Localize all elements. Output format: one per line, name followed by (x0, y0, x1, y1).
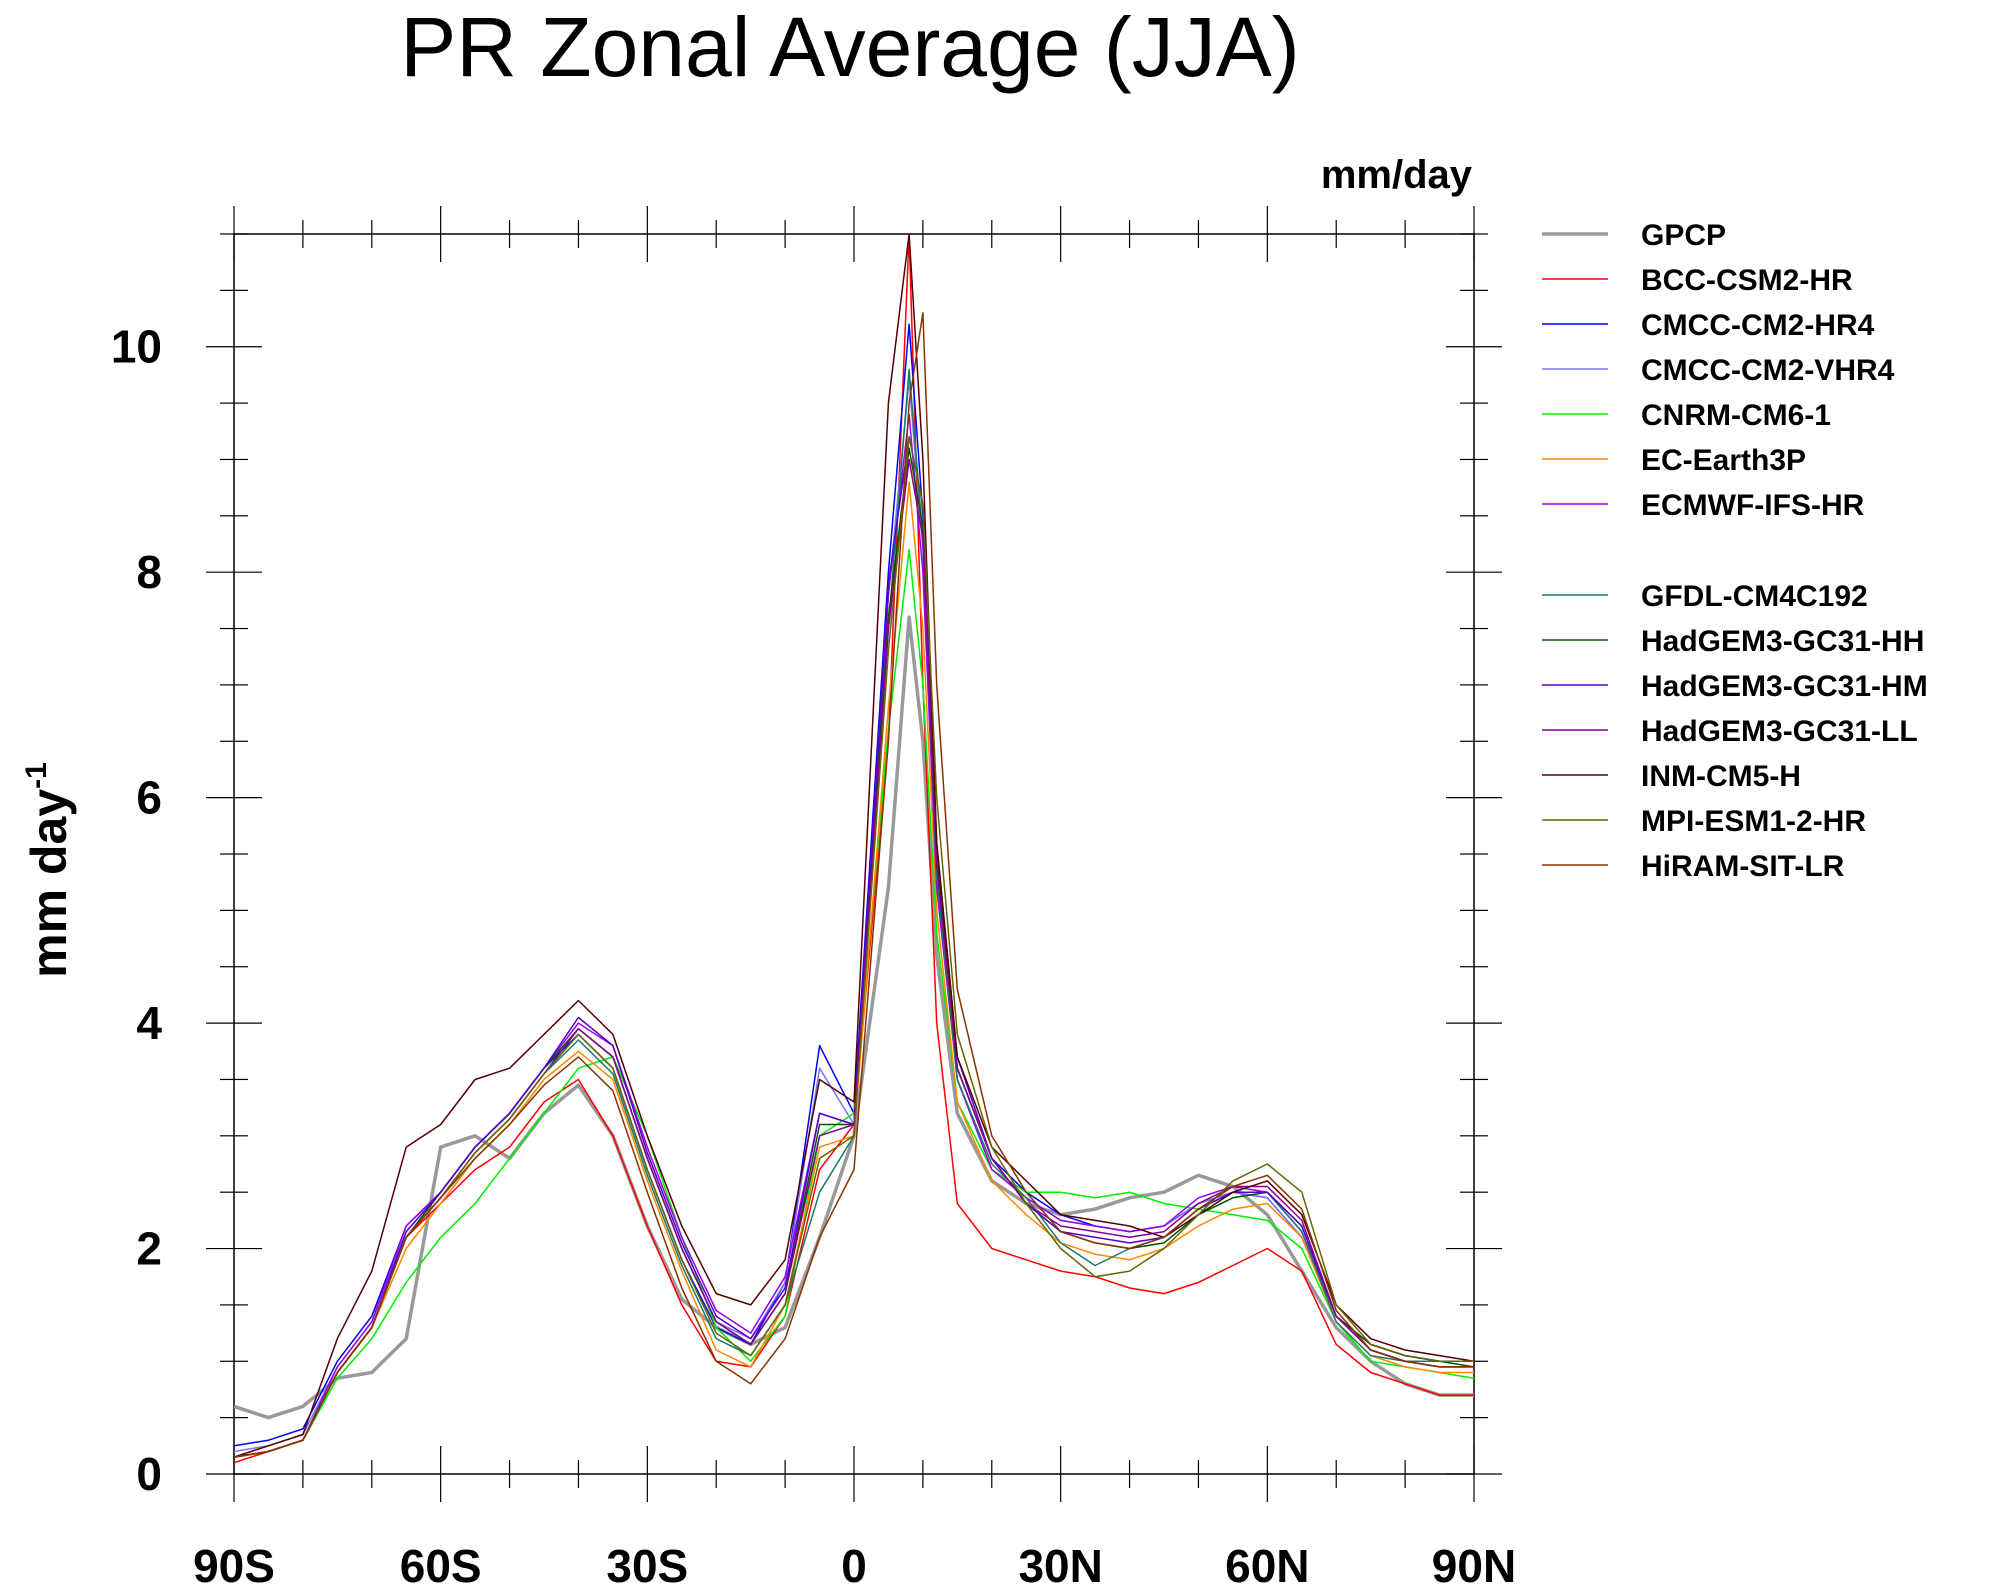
series-line-ec-earth3p (234, 481, 1474, 1458)
legend-label: MPI-ESM1-2-HR (1641, 805, 1866, 838)
series-line-gfdl-cm4c192 (234, 368, 1474, 1458)
legend-label: CNRM-CM6-1 (1641, 399, 1831, 432)
svg-text:mm day-1: mm day-1 (20, 762, 77, 978)
x-tick-label: 90N (1432, 1540, 1516, 1592)
legend-label: BCC-CSM2-HR (1641, 264, 1853, 297)
legend: GPCP BCC-CSM2-HR CMCC-CM2-HR4 CMCC-CM2-VHR4… (1542, 219, 1928, 883)
series-line-hadgem3-gc31-hh (234, 447, 1474, 1458)
x-tick-label: 30N (1018, 1540, 1102, 1592)
y-tick-label: 0 (136, 1448, 162, 1500)
y-tick-label: 6 (136, 772, 162, 824)
x-tick-labels: 90S 60S 30S 0 30N 60N 90N (193, 1540, 1516, 1592)
legend-label: GPCP (1641, 219, 1726, 252)
units-label: mm/day (1321, 153, 1473, 197)
series-lines (234, 234, 1474, 1464)
y-tick-label: 4 (136, 997, 162, 1049)
series-line-inm-cm5-h (234, 234, 1474, 1458)
y-tick-label: 8 (136, 546, 162, 598)
series-line-bcc-csm2-hr (234, 234, 1474, 1464)
y-tick-label: 10 (111, 321, 162, 373)
axis-ticks (206, 206, 1502, 1502)
x-tick-label: 90S (193, 1540, 275, 1592)
y-axis-title: mm day-1 (20, 762, 77, 978)
x-tick-label: 60S (400, 1540, 482, 1592)
y-tick-label: 2 (136, 1223, 162, 1275)
series-line-ecmwf-ifs-hr (234, 413, 1474, 1458)
series-line-cnrm-cm6-1 (234, 548, 1474, 1458)
plot-frame (233, 233, 1475, 1475)
legend-label: HiRAM-SIT-LR (1641, 850, 1845, 883)
y-axis-label: mm day (21, 789, 77, 978)
series-line-mpi-esm1-2-hr (234, 436, 1474, 1458)
series-line-cmcc-cm2-hr4 (234, 323, 1474, 1447)
legend-label: CMCC-CM2-VHR4 (1641, 354, 1895, 387)
y-axis-label-exponent: -1 (20, 762, 53, 789)
legend-label: HadGEM3-GC31-LL (1641, 715, 1918, 748)
legend-label: HadGEM3-GC31-HM (1641, 670, 1928, 703)
series-line-gpcp (234, 615, 1474, 1420)
legend-label: INM-CM5-H (1641, 760, 1801, 793)
legend-label: ECMWF-IFS-HR (1641, 489, 1865, 522)
x-tick-label: 60N (1225, 1540, 1309, 1592)
series-line-cmcc-cm2-vhr4 (234, 379, 1474, 1453)
y-tick-labels: 0 2 4 6 8 10 (111, 321, 163, 1500)
x-tick-label: 30S (606, 1540, 688, 1592)
legend-label: GFDL-CM4C192 (1641, 580, 1868, 613)
x-tick-label: 0 (841, 1540, 867, 1592)
series-line-hiram-sit-lr (234, 312, 1474, 1458)
legend-label: CMCC-CM2-HR4 (1641, 309, 1875, 342)
chart-title: PR Zonal Average (JJA) (400, 0, 1300, 94)
legend-label: EC-Earth3P (1641, 444, 1806, 477)
legend-label: HadGEM3-GC31-HH (1641, 625, 1924, 658)
series-line-hadgem3-gc31-ll (234, 458, 1474, 1458)
series-line-hadgem3-gc31-hm (234, 436, 1474, 1458)
